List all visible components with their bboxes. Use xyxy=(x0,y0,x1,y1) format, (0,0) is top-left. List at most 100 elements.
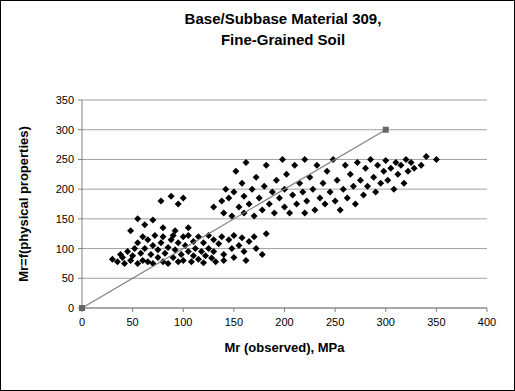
scatter-point xyxy=(175,201,182,208)
scatter-point xyxy=(299,189,306,196)
scatter-point xyxy=(340,186,347,193)
scatter-point xyxy=(313,162,320,169)
scatter-point xyxy=(230,254,237,261)
scatter-point xyxy=(332,198,339,205)
scatter-point xyxy=(291,162,298,169)
y-tick xyxy=(78,278,82,279)
scatter-point xyxy=(400,180,407,187)
scatter-point xyxy=(232,168,239,175)
x-tick xyxy=(335,308,336,312)
scatter-point xyxy=(303,198,310,205)
scatter-point xyxy=(311,206,318,213)
scatter-point xyxy=(147,251,154,258)
scatter-point xyxy=(322,201,329,208)
x-tick xyxy=(487,308,488,312)
x-tick-label: 250 xyxy=(326,316,344,328)
scatter-point xyxy=(190,252,197,259)
scatter-point xyxy=(230,189,237,196)
scatter-point xyxy=(165,260,172,267)
scatter-point xyxy=(397,162,404,169)
title-line: Fine-Grained Soil xyxy=(221,31,345,48)
scatter-point xyxy=(160,224,167,231)
x-tick xyxy=(132,308,133,312)
reference-line xyxy=(82,130,386,308)
scatter-point xyxy=(362,165,369,172)
scatter-point xyxy=(281,203,288,210)
scatter-point xyxy=(165,244,172,251)
chart-border xyxy=(1,1,515,391)
scatter-point xyxy=(188,258,195,265)
scatter-point xyxy=(225,195,232,202)
scatter-point xyxy=(119,254,126,261)
scatter-point xyxy=(220,209,227,216)
scatter-point xyxy=(175,258,182,265)
y-tick-label: 350 xyxy=(56,94,74,106)
scatter-point xyxy=(418,162,425,169)
y-tick-label: 50 xyxy=(62,272,74,284)
scatter-point xyxy=(316,195,323,202)
scatter-point xyxy=(354,159,361,166)
scatter-point xyxy=(271,209,278,216)
scatter-point xyxy=(238,234,245,241)
scatter-point xyxy=(149,217,156,224)
scatter-point xyxy=(212,258,219,265)
scatter-point xyxy=(225,236,232,243)
scatter-point xyxy=(228,245,235,252)
x-tick xyxy=(385,308,386,312)
x-axis-label: Mr (observed), MPa xyxy=(225,340,346,355)
scatter-point xyxy=(286,209,293,216)
scatter-point xyxy=(157,198,164,205)
scatter-point xyxy=(263,162,270,169)
scatter-point xyxy=(202,252,209,259)
title: Base/Subbase Material 309,Fine-Grained S… xyxy=(185,10,382,48)
scatter-point xyxy=(344,195,351,202)
scatter-point xyxy=(263,230,270,237)
scatter-point xyxy=(337,206,344,213)
scatter-point xyxy=(241,193,248,200)
scatter-point xyxy=(259,206,266,213)
scatter-point xyxy=(367,156,374,163)
x-tick-label: 350 xyxy=(427,316,445,328)
scatter-point xyxy=(364,183,371,190)
y-tick-label: 100 xyxy=(56,243,74,255)
scatter-point xyxy=(127,227,134,234)
scatter-point xyxy=(162,250,169,257)
scatter-point xyxy=(129,252,136,259)
y-tick xyxy=(78,159,82,160)
scatter-point xyxy=(370,174,377,181)
scatter-point xyxy=(141,221,148,228)
x-tick-label: 100 xyxy=(174,316,192,328)
scatter-point xyxy=(273,177,280,184)
scatter-point xyxy=(185,232,192,239)
x-tick-label: 200 xyxy=(275,316,293,328)
scatter-point xyxy=(114,258,121,265)
scatter-point xyxy=(151,232,158,239)
scatter-point xyxy=(168,193,175,200)
scatter-point xyxy=(149,242,156,249)
scatter-point xyxy=(243,257,250,264)
scatter-point xyxy=(256,195,263,202)
x-tick xyxy=(436,308,437,312)
y-tick xyxy=(78,218,82,219)
scatter-point xyxy=(390,186,397,193)
x-tick xyxy=(284,308,285,312)
scatter-point xyxy=(178,251,185,258)
scatter-point xyxy=(154,254,161,261)
scatter-point xyxy=(433,156,440,163)
scatter-point xyxy=(185,248,192,255)
scatter-point xyxy=(160,233,167,240)
scatter-point xyxy=(251,233,258,240)
y-tick xyxy=(78,100,82,101)
y-tick-label: 200 xyxy=(56,183,74,195)
scatter-point xyxy=(259,251,266,258)
y-tick xyxy=(78,129,82,130)
scatter-point xyxy=(423,153,430,160)
scatter-point xyxy=(301,156,308,163)
scatter-point xyxy=(235,203,242,210)
scatter-point xyxy=(246,238,253,245)
scatter-point xyxy=(243,159,250,166)
scatter-point xyxy=(180,233,187,240)
y-tick-label: 300 xyxy=(56,124,74,136)
scatter-point xyxy=(144,236,151,243)
scatter-point xyxy=(238,180,245,187)
